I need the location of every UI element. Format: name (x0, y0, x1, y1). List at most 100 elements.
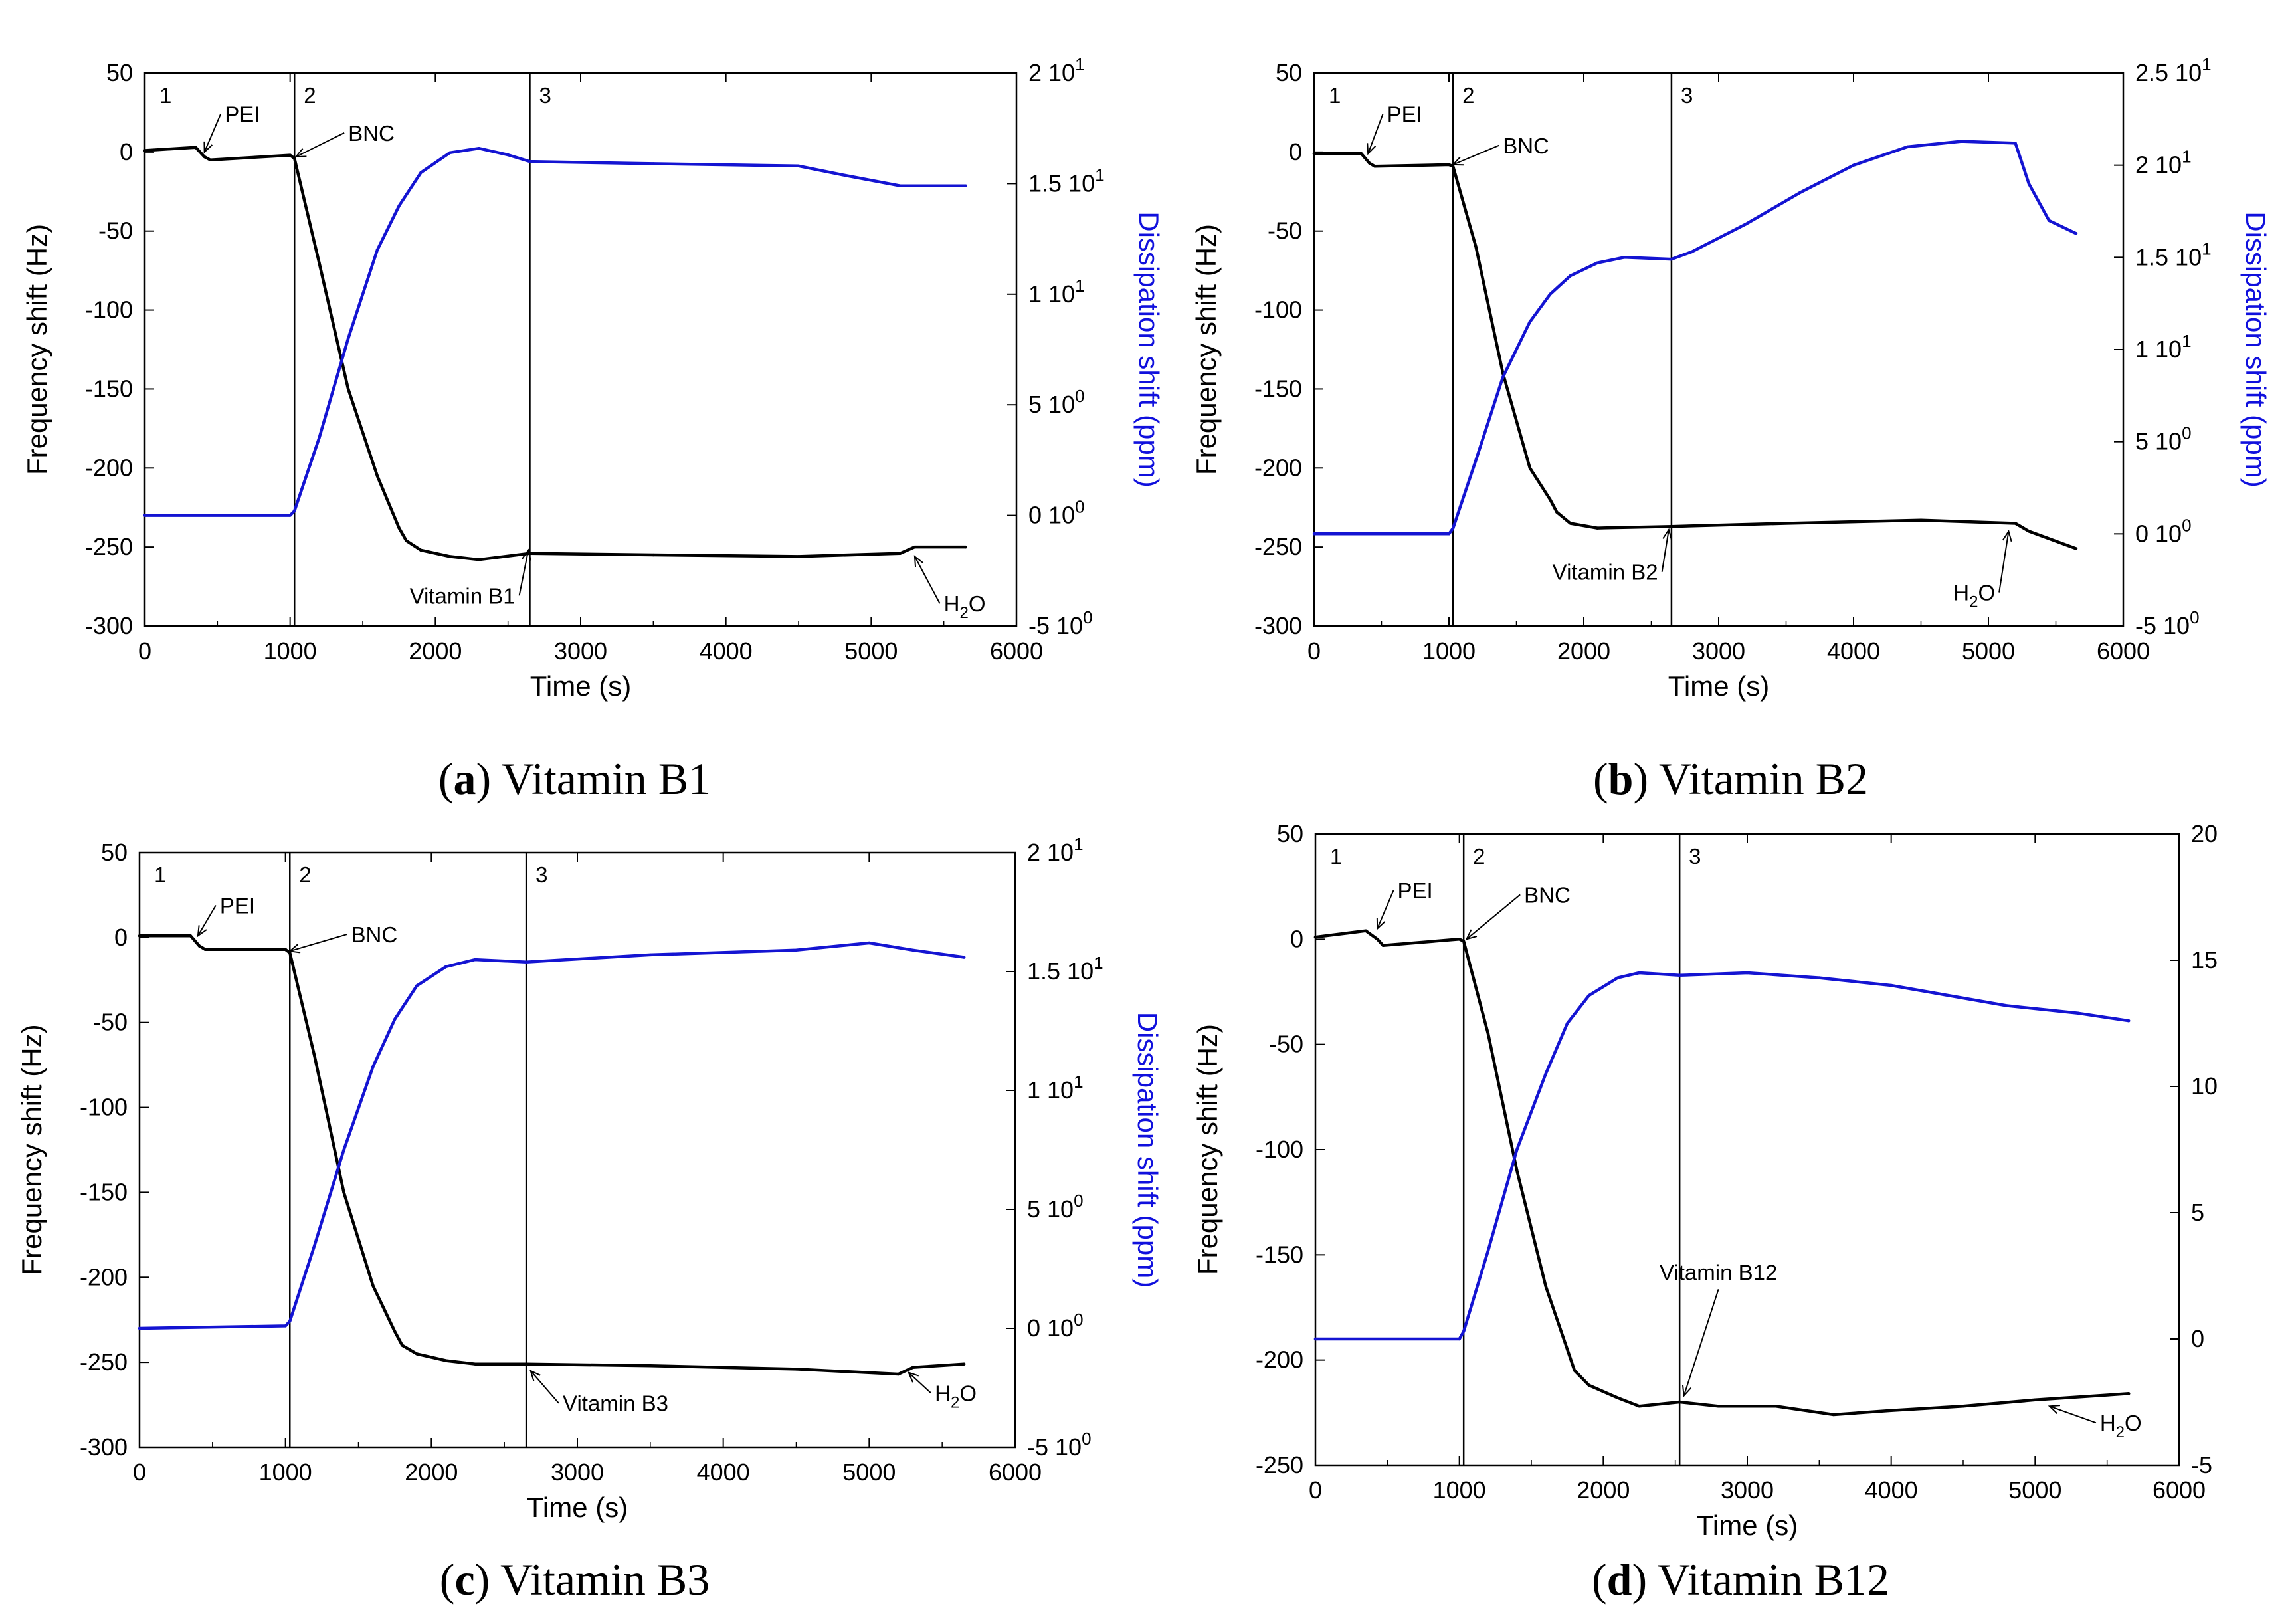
step-label: 3 (535, 863, 547, 887)
annotation-arrow-head (1376, 918, 1386, 930)
annotation-label: Vitamin B3 (563, 1391, 668, 1416)
x-tick-label: 6000 (989, 1459, 1042, 1486)
frequency-point (1774, 1405, 1778, 1408)
annotation-arrow-line (1466, 894, 1521, 940)
dissipation-point (474, 958, 477, 962)
y-tick-label: -200 (80, 1263, 128, 1290)
annotation-subscript: 2 (951, 1393, 959, 1411)
y-tick-label: -300 (1254, 612, 1302, 639)
x-axis-title: Time (s) (527, 1492, 628, 1523)
annotation-label: PEI (1387, 102, 1422, 126)
dissipation-point (1622, 256, 1626, 259)
frequency-point (1515, 1169, 1519, 1172)
frequency-point (189, 934, 193, 938)
annotation-arrow-head (913, 555, 924, 567)
chart-panel-a: 0 1000 2000 3000 4000 5000 6000500-50-100-150-… (21, 54, 1165, 804)
frequency-point (313, 1055, 316, 1059)
x-tick-label: 2000 (1577, 1476, 1630, 1504)
chart-panel-d: 0 1000 2000 3000 4000 5000 6000500-50-100-150-… (1192, 820, 2218, 1605)
frequency-point (1544, 1284, 1547, 1288)
annotation-arrow-line (1998, 531, 2010, 593)
x-tick-label: 1000 (1433, 1476, 1486, 1504)
frequency-point (1373, 165, 1377, 168)
dissipation-point (342, 1148, 345, 1152)
frequency-point (393, 1330, 397, 1334)
panel-caption: (b) Vitamin B2 (1593, 754, 1868, 804)
step-label: 2 (299, 863, 311, 887)
dissipation-point (1474, 458, 1478, 462)
dissipation-point (1852, 163, 1856, 167)
y-axis-title: Frequency shift (Hz) (1192, 1024, 1223, 1275)
dissipation-point (1798, 191, 1801, 195)
dissipation-point (288, 1320, 292, 1323)
y2-axis-title: Dissipation shift (ppm) (2240, 211, 2271, 487)
dissipation-point (371, 1065, 375, 1068)
frequency-point (897, 1372, 900, 1376)
dissipation-point (840, 173, 844, 177)
annotation-arrow-line (1377, 890, 1394, 929)
dissipation-point (797, 164, 801, 167)
frequency-point (448, 555, 452, 558)
panel-caption-letter: a (454, 754, 476, 804)
frequency-point (1616, 1396, 1620, 1399)
annotation-label: PEI (1398, 878, 1433, 903)
dissipation-point (448, 151, 452, 155)
dissipation-point (1528, 320, 1531, 324)
frequency-point (1364, 929, 1368, 932)
y2-tick-label: 0 100 (1027, 1310, 1084, 1342)
dissipation-point (1313, 1337, 1317, 1341)
x-tick-label: 4000 (1827, 637, 1880, 664)
annotation-arrow-line (908, 1371, 931, 1394)
annotation-arrow-line (529, 1370, 559, 1404)
frequency-point (474, 1362, 477, 1366)
y2-tick-exponent: 0 (1075, 497, 1084, 517)
frequency-point (524, 1362, 528, 1366)
frequency-point (284, 948, 287, 951)
y-tick-label: -200 (85, 454, 133, 481)
dissipation-point (2074, 232, 2078, 235)
dissipation-point (346, 337, 350, 340)
frequency-point (203, 948, 207, 951)
frequency-series-line (1313, 929, 2131, 1417)
frequency-point (652, 553, 655, 557)
y2-axis-title: Dissipation shift (ppm) (1132, 1012, 1163, 1288)
dissipation-point (1906, 145, 1909, 149)
y-tick-label: 50 (101, 839, 128, 866)
annotation-arrow-line (295, 132, 345, 157)
dissipation-point (652, 162, 655, 165)
y-tick-label: 0 (1290, 925, 1303, 952)
annotation-label: Vitamin B1 (410, 583, 516, 608)
annotation-arrow-line (1452, 144, 1499, 165)
frequency-point (293, 157, 296, 160)
y-tick-label: -100 (1256, 1136, 1303, 1163)
dissipation-point (1670, 257, 1674, 261)
frequency-point (197, 944, 201, 948)
y2-tick-exponent: 1 (2182, 331, 2191, 351)
step-label: 1 (159, 83, 171, 108)
x-tick-label: 4000 (700, 637, 753, 664)
frequency-point (415, 1352, 419, 1356)
frequency-point (1638, 1405, 1641, 1408)
y2-tick-label: -5 (2191, 1451, 2212, 1478)
frequency-point (1832, 1413, 1836, 1417)
frequency-point (1717, 1405, 1720, 1408)
x-tick-label: 4000 (1865, 1476, 1918, 1504)
y2-tick-label: 1.5 101 (1028, 165, 1105, 197)
y2-tick-exponent: 0 (1074, 1191, 1083, 1211)
dissipation-point (868, 941, 871, 945)
dissipation-point (1549, 292, 1552, 296)
y-tick-label: -150 (85, 375, 133, 402)
annotation-label: BNC (348, 121, 395, 146)
y2-tick-exponent: 0 (1075, 386, 1084, 406)
frequency-point (898, 552, 902, 555)
dissipation-point (138, 1326, 142, 1330)
x-tick-label: 5000 (844, 637, 898, 664)
dissipation-point (1889, 983, 1893, 987)
dissipation-series-line (138, 941, 966, 1330)
panel-caption-letter: b (1608, 754, 1634, 804)
annotation-arrow-head (1367, 143, 1377, 155)
y-tick-label: -300 (85, 612, 133, 639)
dissipation-point (962, 956, 966, 959)
dissipation-point (1587, 994, 1590, 997)
